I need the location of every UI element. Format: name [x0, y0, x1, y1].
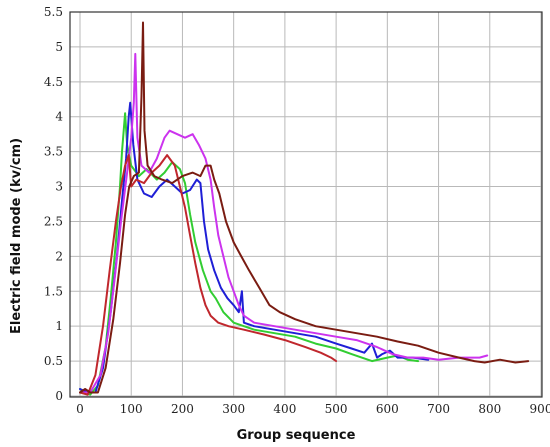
series-line-2 [79, 101, 430, 394]
x-tick-label: 100 [120, 402, 143, 416]
x-tick-label: 500 [325, 402, 348, 416]
series-line-1 [79, 112, 420, 396]
y-tick-label: 3.5 [44, 145, 63, 159]
y-axis-label: Electric field mode (kv/cm) [9, 138, 24, 334]
y-tick-label: 0.5 [44, 354, 63, 368]
x-tick-label: 700 [427, 402, 450, 416]
y-tick-label: 5 [55, 40, 63, 54]
y-tick-label: 0 [55, 389, 63, 403]
x-tick-label: 600 [376, 402, 399, 416]
y-tick-label: 4.5 [44, 75, 63, 89]
y-tick-label: 2 [55, 249, 63, 263]
y-tick-label: 3 [55, 180, 63, 194]
grid-layer [70, 11, 542, 397]
x-tick-label: 300 [222, 402, 245, 416]
x-tick-labels: 0 100 200 300 400 500 600 700 800 900 [76, 402, 550, 416]
y-tick-label: 2.5 [44, 214, 63, 228]
y-tick-labels: 0 0.5 1 1.5 2 2.5 3 3.5 4 4.5 5 5.5 [44, 5, 63, 403]
y-tick-label: 1.5 [44, 284, 63, 298]
x-tick-label: 0 [76, 402, 84, 416]
series-layer [79, 21, 530, 396]
x-tick-label: 800 [478, 402, 501, 416]
series-line-3 [79, 52, 489, 394]
x-tick-label: 900 [530, 402, 550, 416]
y-tick-label: 4 [55, 110, 63, 124]
series-line-4 [79, 154, 338, 396]
x-axis-label: Group sequence [237, 428, 356, 443]
x-tick-label: 200 [171, 402, 194, 416]
y-tick-label: 1 [55, 319, 63, 333]
series-line-5 [79, 21, 530, 394]
y-tick-label: 5.5 [44, 5, 63, 19]
plot-frame [69, 11, 543, 398]
x-tick-label: 400 [273, 402, 296, 416]
